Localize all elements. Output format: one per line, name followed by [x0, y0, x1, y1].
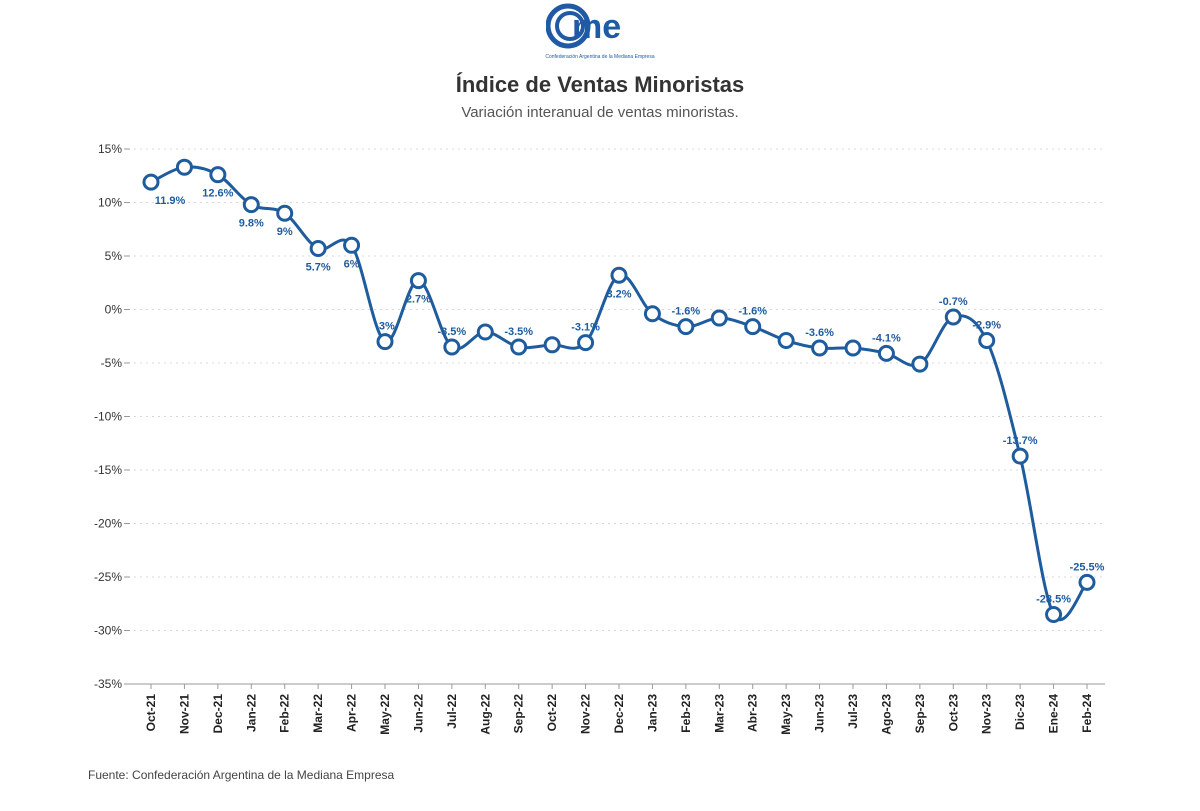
data-label: -3.6% [805, 327, 834, 339]
data-label: 6% [344, 258, 360, 270]
y-tick-label: 0% [105, 303, 123, 317]
data-point [209, 166, 227, 184]
x-tick-label: May-23 [779, 694, 793, 735]
x-tick-label: Jun-23 [813, 694, 827, 733]
x-tick-label: Sep-23 [913, 694, 927, 734]
x-tick-label: Ago-23 [879, 694, 893, 735]
y-tick-label: 15% [98, 142, 122, 156]
data-label: -3.5% [504, 326, 533, 338]
data-label: -13.7% [1003, 435, 1038, 447]
x-tick-label: Mar-22 [311, 694, 325, 733]
data-point [744, 318, 762, 336]
y-tick-label: -5% [101, 356, 123, 370]
data-point [1078, 573, 1096, 591]
data-label: -3.1% [571, 322, 600, 334]
data-label: -2.9% [972, 320, 1001, 332]
x-tick-label: Feb-23 [679, 694, 693, 733]
y-tick-label: -10% [94, 410, 122, 424]
chart-subtitle: Variación interanual de ventas minorista… [461, 104, 739, 121]
logo-subtitle: Confederación Argentina de la Mediana Em… [545, 54, 655, 60]
data-point [677, 318, 695, 336]
x-tick-label: Oct-21 [144, 694, 158, 732]
x-tick-label: Dec-22 [612, 694, 626, 734]
x-tick-label: Abr-23 [746, 694, 760, 732]
data-label: 11.9% [155, 195, 186, 207]
data-point [1011, 447, 1029, 465]
y-tick-label: -35% [94, 677, 122, 691]
x-tick-label: Sep-22 [512, 694, 526, 734]
y-tick-label: -15% [94, 463, 122, 477]
data-point [710, 309, 728, 327]
y-tick-label: -20% [94, 517, 122, 531]
data-point [877, 344, 895, 362]
data-point [242, 196, 260, 214]
data-label: -1.6% [738, 306, 767, 318]
data-point [443, 338, 461, 356]
chart-title: Índice de Ventas Minoristas [455, 72, 745, 97]
x-tick-label: Oct-22 [545, 694, 559, 732]
data-label: 9% [277, 226, 293, 238]
x-tick-label: Nov-23 [980, 694, 994, 734]
y-tick-label: -25% [94, 570, 122, 584]
x-tick-label: Dec-21 [211, 694, 225, 734]
data-point [610, 266, 628, 284]
data-point [343, 236, 361, 254]
data-label: 9.8% [239, 218, 264, 230]
data-point [175, 158, 193, 176]
data-point [844, 339, 862, 357]
data-point [944, 308, 962, 326]
y-tick-label: -30% [94, 624, 122, 638]
data-label: -1.6% [671, 306, 700, 318]
x-tick-label: Aug-22 [478, 694, 492, 735]
y-tick-label: 10% [98, 196, 122, 210]
data-label: -28.5% [1036, 593, 1071, 605]
data-point [510, 338, 528, 356]
data-label: 2.7% [406, 294, 431, 306]
data-point [777, 332, 795, 350]
x-tick-label: Ene-24 [1047, 694, 1061, 734]
data-point [376, 333, 394, 351]
data-label: 3.2% [606, 288, 631, 300]
x-tick-label: May-22 [378, 694, 392, 735]
x-tick-label: Dic-23 [1013, 694, 1027, 730]
x-tick-label: Jan-23 [645, 694, 659, 732]
data-label: -3% [375, 321, 395, 333]
data-point [476, 323, 494, 341]
data-label: -4.1% [872, 332, 901, 344]
x-tick-label: Feb-24 [1080, 694, 1094, 733]
data-label: 12.6% [202, 188, 233, 200]
x-tick-label: Jan-22 [244, 694, 258, 732]
data-point [309, 240, 327, 258]
x-tick-label: Jun-22 [411, 694, 425, 733]
x-tick-label: Jul-22 [445, 694, 459, 729]
x-tick-label: Oct-23 [946, 694, 960, 732]
x-tick-label: Apr-22 [345, 694, 359, 732]
data-point [577, 334, 595, 352]
data-point [409, 272, 427, 290]
data-point [543, 336, 561, 354]
x-tick-label: Jul-23 [846, 694, 860, 729]
x-tick-label: Nov-22 [579, 694, 593, 734]
y-tick-label: 5% [105, 249, 123, 263]
data-point [978, 332, 996, 350]
data-point [276, 204, 294, 222]
data-point [911, 355, 929, 373]
data-label: -0.7% [939, 296, 968, 308]
data-label: 5.7% [306, 262, 331, 274]
data-label: -3.5% [437, 326, 466, 338]
data-point [1045, 605, 1063, 623]
data-point [643, 305, 661, 323]
data-point [811, 339, 829, 357]
x-tick-label: Feb-22 [278, 694, 292, 733]
x-tick-label: Mar-23 [712, 694, 726, 733]
svg-text:me: me [572, 8, 621, 46]
data-point [142, 173, 160, 191]
x-tick-label: Nov-21 [177, 694, 191, 734]
came-logo-icon: me [546, 3, 621, 49]
source-note: Fuente: Confederación Argentina de la Me… [88, 768, 395, 782]
data-label: -25.5% [1070, 561, 1105, 573]
